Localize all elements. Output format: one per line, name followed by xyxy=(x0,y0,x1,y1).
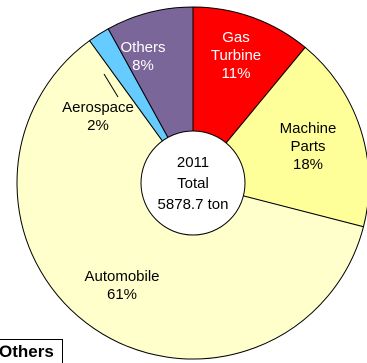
label-gas-turbine: Gas Turbine 11% xyxy=(211,29,261,82)
label-aerospace: Aerospace 2% xyxy=(62,99,134,134)
center-label-line-3: 5878.7 ton xyxy=(158,196,229,213)
labels-group: Gas Turbine 11% Machine Parts 18% Automobile 61… xyxy=(62,29,336,303)
label-machine-parts: Machine Parts 18% xyxy=(280,120,337,173)
legend-label: Others xyxy=(0,342,54,361)
center-hole xyxy=(140,130,246,236)
center-label-line-1: 2011 xyxy=(177,154,209,171)
label-automobile: Automobile 61% xyxy=(84,268,159,303)
legend-box: Others xyxy=(0,339,63,363)
aerospace-leader-line xyxy=(103,73,119,98)
center-label-line-2: Total xyxy=(177,175,209,192)
label-others: Others 8% xyxy=(120,39,165,74)
